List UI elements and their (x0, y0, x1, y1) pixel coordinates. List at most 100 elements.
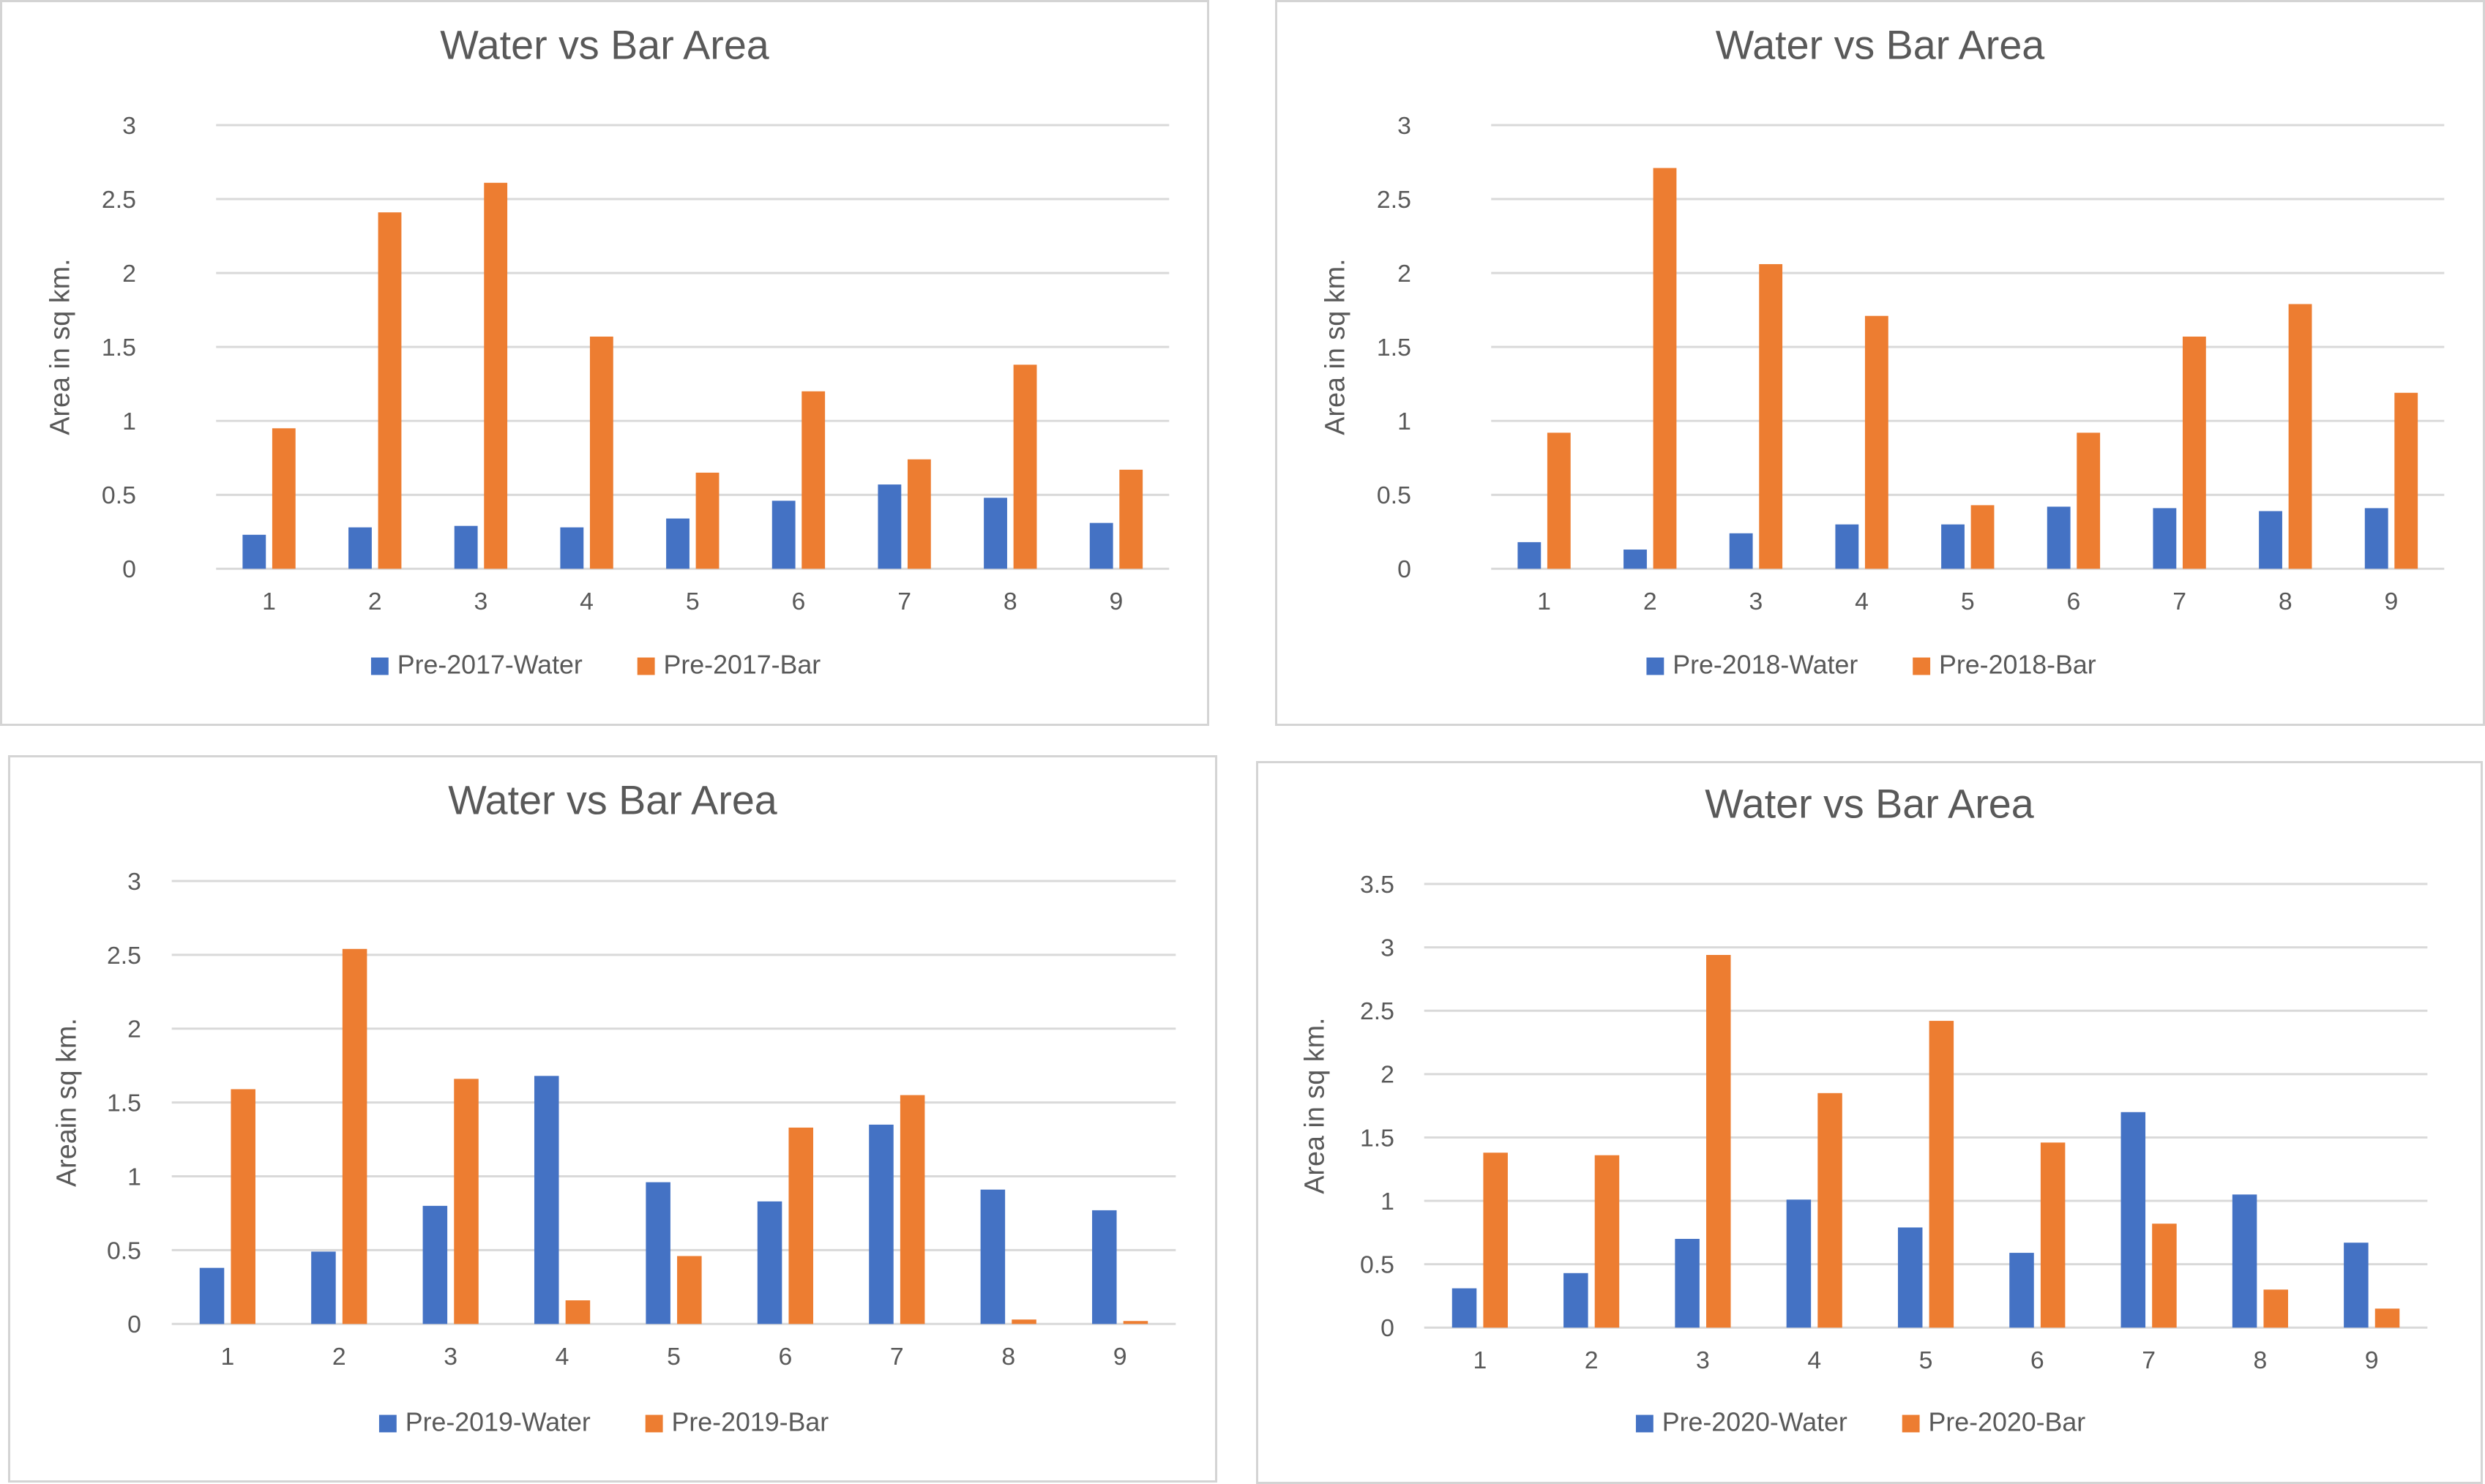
bar-pre-2019-bar-7 (900, 1095, 925, 1324)
x-tick-label: 7 (890, 1343, 904, 1371)
x-tick-label: 7 (897, 588, 911, 615)
bar-pre-2018-water-2 (1623, 550, 1647, 569)
x-tick-label: 7 (2172, 588, 2186, 615)
x-tick-label: 5 (1919, 1346, 1933, 1374)
chart-panel-pre-2018: Water vs Bar Area 0 0.5 1 1.5 2 2.5 3 Area in sq… (1275, 0, 2485, 726)
y-tick-label: 0.5 (107, 1237, 141, 1264)
bar-pre-2019-water-1 (199, 1267, 225, 1324)
x-tick-label: 8 (1001, 1343, 1015, 1371)
chart-panel-pre-2020: Water vs Bar Area 0 0.5 1 1.5 2 2.5 3 3.5 Area in… (1256, 761, 2483, 1484)
x-tick-label: 6 (2067, 588, 2081, 615)
bar-pre-2019-bar-2 (342, 948, 367, 1324)
x-tick-label: 5 (667, 1343, 681, 1371)
bar-pre-2020-water-4 (1786, 1199, 1812, 1328)
bar-pre-2017-water-2 (348, 527, 372, 569)
bar-pre-2018-bar-2 (1653, 168, 1677, 569)
bar-pre-2018-bar-1 (1547, 432, 1571, 569)
bar-pre-2017-bar-5 (695, 472, 720, 569)
bar-pre-2018-bar-6 (2077, 432, 2101, 569)
bar-pre-2019-water-3 (422, 1205, 448, 1324)
bar-pre-2020-water-6 (2009, 1253, 2034, 1328)
bar-pre-2017-water-9 (1089, 522, 1113, 569)
bar-pre-2018-bar-3 (1759, 263, 1783, 569)
bar-chart-pre-2017: Water vs Bar Area 0 0.5 1 1.5 2 2.5 3 Area in sq… (45, 23, 1170, 679)
bar-pre-2019-bar-4 (565, 1300, 591, 1324)
x-tick-label: 9 (2365, 1346, 2379, 1374)
bar-pre-2018-water-3 (1729, 533, 1753, 569)
x-tick-label: 2 (332, 1343, 346, 1371)
x-tick-label: 3 (1696, 1346, 1710, 1374)
x-tick-label: 1 (262, 588, 276, 615)
chart-title: Water vs Bar Area (1716, 23, 2045, 68)
bar-pre-2019-water-4 (534, 1076, 559, 1324)
bar-pre-2017-water-1 (242, 534, 266, 569)
legend-label: Pre-2019-Bar (672, 1407, 829, 1436)
y-tick-label: 1.5 (1377, 334, 1411, 361)
x-tick-label: 3 (1749, 588, 1763, 615)
legend-swatch (370, 657, 389, 675)
y-tick-label: 2.5 (107, 942, 141, 970)
y-tick-label: 3 (127, 868, 141, 896)
x-tick-label: 6 (779, 1343, 793, 1371)
bar-pre-2017-bar-3 (484, 182, 508, 569)
legend-label: Pre-2018-Water (1673, 650, 1858, 679)
bar-pre-2020-bar-5 (1929, 1021, 1954, 1328)
bar-pre-2018-water-9 (2364, 508, 2388, 569)
x-tick-label: 9 (2385, 588, 2399, 615)
x-tick-label: 1 (220, 1343, 234, 1371)
bar-pre-2018-water-7 (2153, 508, 2177, 569)
bar-pre-2017-bar-4 (589, 336, 613, 569)
y-tick-label: 1 (127, 1163, 141, 1191)
y-tick-label: 0 (1397, 555, 1411, 583)
bar-pre-2017-bar-2 (378, 212, 402, 569)
bar-pre-2019-water-8 (980, 1189, 1006, 1324)
legend-swatch (1902, 1414, 1920, 1433)
bar-pre-2017-bar-7 (907, 459, 931, 569)
bar-pre-2020-water-7 (2120, 1112, 2146, 1328)
y-tick-label: 0.5 (102, 481, 136, 509)
y-tick-label: 3.5 (1360, 871, 1394, 899)
x-tick-label: 1 (1537, 588, 1551, 615)
legend-label: Pre-2018-Bar (1939, 650, 2096, 679)
x-tick-label: 8 (2254, 1346, 2268, 1374)
y-tick-label: 0 (122, 555, 136, 583)
bar-pre-2020-water-9 (2344, 1243, 2369, 1328)
legend-swatch (1635, 1414, 1653, 1433)
bar-pre-2019-water-5 (646, 1182, 670, 1324)
y-tick-label: 1.5 (102, 334, 136, 361)
y-tick-label: 2.5 (1377, 186, 1411, 214)
y-tick-label: 2 (127, 1016, 141, 1043)
chart-title: Water vs Bar Area (440, 23, 769, 68)
x-tick-label: 2 (368, 588, 382, 615)
chart-title: Water vs Bar Area (1705, 782, 2033, 827)
y-tick-label: 2 (122, 260, 136, 288)
bar-pre-2017-water-5 (666, 518, 690, 569)
y-axis-title: Area in sq km. (1300, 1018, 1331, 1194)
y-tick-label: 0.5 (1377, 481, 1411, 509)
y-tick-label: 1.5 (1360, 1124, 1394, 1152)
chart-panel-pre-2017: Water vs Bar Area 0 0.5 1 1.5 2 2.5 3 Area in sq… (0, 0, 1209, 726)
y-axis-title: Area in sq km. (45, 258, 75, 435)
y-tick-label: 3 (122, 112, 136, 140)
x-tick-label: 2 (1643, 588, 1657, 615)
y-tick-label: 0.5 (1360, 1251, 1394, 1279)
y-tick-label: 1 (122, 408, 136, 435)
x-tick-label: 1 (1473, 1346, 1487, 1374)
bar-pre-2019-bar-3 (454, 1079, 479, 1324)
bar-pre-2018-bar-5 (1970, 505, 1995, 569)
chart-panel-pre-2019: Water vs Bar Area 0 0.5 1 1.5 2 2.5 3 Areain sq … (8, 755, 1217, 1483)
bar-pre-2017-water-8 (984, 498, 1007, 569)
x-tick-label: 3 (444, 1343, 457, 1371)
legend-label: Pre-2017-Bar (664, 650, 821, 679)
bar-pre-2018-water-1 (1517, 541, 1542, 569)
y-tick-label: 3 (1397, 112, 1411, 140)
y-tick-label: 2 (1397, 260, 1411, 288)
bar-pre-2020-bar-2 (1594, 1155, 1620, 1328)
bar-pre-2020-bar-1 (1483, 1153, 1508, 1328)
bar-pre-2020-bar-3 (1706, 954, 1731, 1328)
bar-chart-pre-2019: Water vs Bar Area 0 0.5 1 1.5 2 2.5 3 Areain sq … (51, 778, 1176, 1436)
y-axis-title: Area in sq km. (1320, 258, 1350, 435)
x-tick-label: 4 (1807, 1346, 1821, 1374)
x-tick-label: 8 (2279, 588, 2292, 615)
bar-pre-2020-water-1 (1451, 1288, 1477, 1328)
